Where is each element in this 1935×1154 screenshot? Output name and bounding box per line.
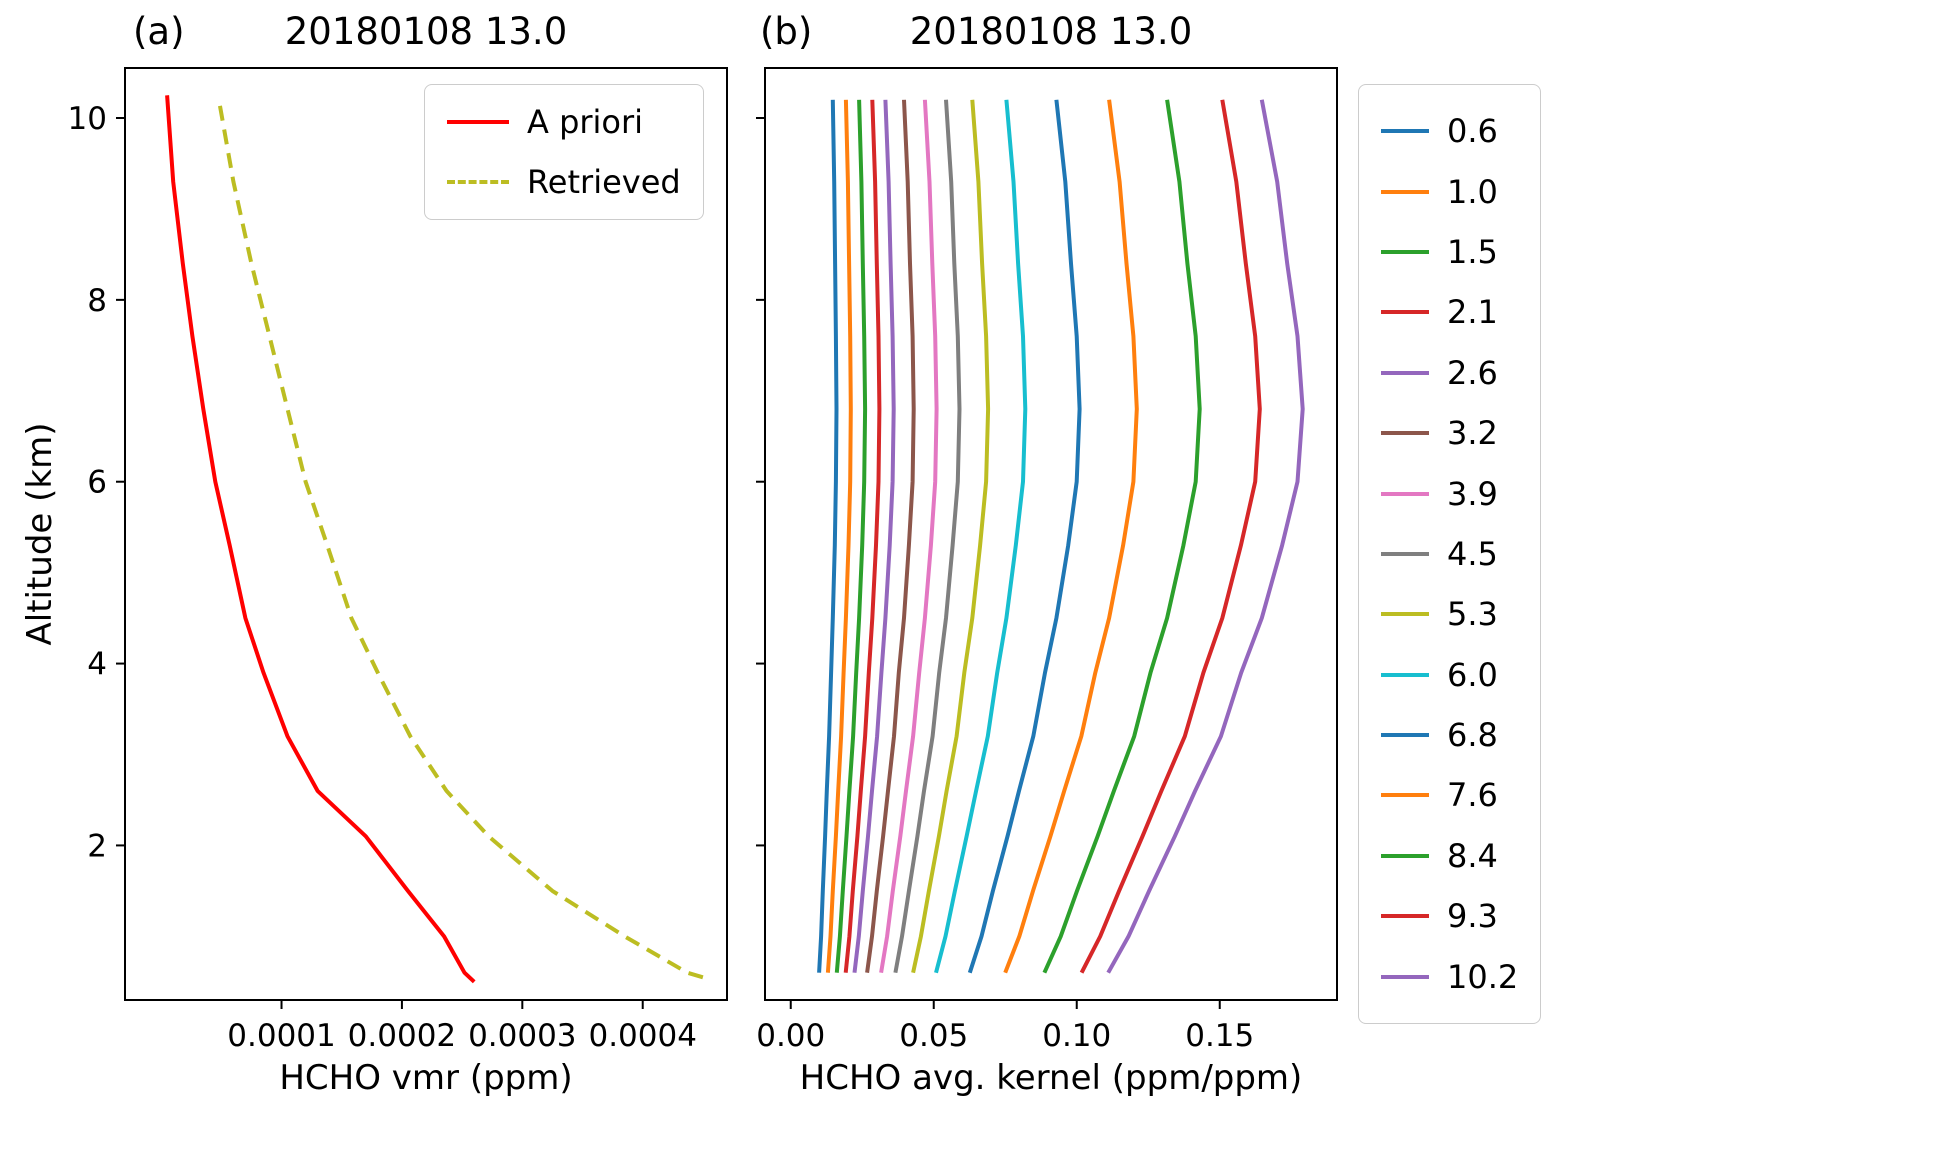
legend-line-sample-icon: [1381, 793, 1429, 798]
panel-b-title: 20180108 13.0: [909, 10, 1193, 53]
panel-b-series-line-10.2: [1106, 99, 1305, 974]
panel-b-series-line-1.5: [834, 99, 868, 973]
panel-b-series-line-6.8: [967, 99, 1082, 974]
panel-b-series-line-2.1: [843, 99, 882, 973]
legend-label: 8.4: [1447, 836, 1498, 875]
panel-a-series-line-retrieved: [216, 99, 704, 980]
legend-entry-0.6: 0.6: [1381, 112, 1518, 150]
legend-line-sample-icon: [1381, 370, 1429, 375]
panel-b-x-axis-label: HCHO avg. kernel (ppm/ppm): [799, 1058, 1303, 1098]
panel-b-series-line-8.4: [1042, 99, 1202, 974]
legend-entry-3.2: 3.2: [1381, 414, 1518, 452]
legend-label: 9.3: [1447, 897, 1498, 936]
legend-line-sample-icon: [1381, 129, 1429, 134]
legend-entry-a-priori: A priori: [447, 99, 681, 145]
panel-a-x-tick-label: 0.0004: [588, 1018, 696, 1054]
legend-entry-retrieved: Retrieved: [447, 159, 681, 205]
legend-line-sample-icon: [447, 180, 509, 184]
legend-label: Retrieved: [527, 163, 681, 201]
y-axis-label: Altitude (km): [20, 422, 60, 646]
legend-line-sample-icon: [1381, 672, 1429, 677]
legend-entry-8.4: 8.4: [1381, 837, 1518, 875]
legend-label: 0.6: [1447, 112, 1498, 151]
legend-label: 6.0: [1447, 655, 1498, 694]
panel-a-frame: [124, 67, 728, 1001]
legend-line-sample-icon: [1381, 189, 1429, 194]
panel-b-series-line-1.0: [825, 99, 853, 973]
panel-b-series-line-7.6: [1003, 99, 1139, 974]
panel-b-series-line-9.3: [1079, 99, 1262, 974]
panel-a-x-tick-label: 0.0001: [227, 1018, 335, 1054]
panel-a-y-tick-label: 4: [87, 647, 107, 683]
panel-a-x-tick-label: 0.0003: [468, 1018, 576, 1054]
legend-entry-4.5: 4.5: [1381, 535, 1518, 573]
legend-entry-9.3: 9.3: [1381, 897, 1518, 935]
legend-panel-b: 0.6 1.0 1.5 2.1 2.6 3.2 3.9 4.5 5.3 6.0 6.8 7.6 8.4 9…: [1358, 84, 1542, 1024]
legend-label: 1.0: [1447, 172, 1498, 211]
legend-line-sample-icon: [1381, 853, 1429, 858]
legend-entry-6.8: 6.8: [1381, 716, 1518, 754]
legend-entry-1.5: 1.5: [1381, 233, 1518, 271]
panel-b-x-tick-label: 0.05: [899, 1018, 968, 1054]
legend-line-sample-icon: [1381, 551, 1429, 556]
legend-entry-3.9: 3.9: [1381, 475, 1518, 513]
legend-line-sample-icon: [1381, 491, 1429, 496]
legend-label: 6.8: [1447, 716, 1498, 755]
legend-entry-5.3: 5.3: [1381, 595, 1518, 633]
panel-a-y-tick-label: 2: [87, 828, 107, 864]
legend-entry-6.0: 6.0: [1381, 656, 1518, 694]
legend-label: 2.1: [1447, 293, 1498, 332]
panel-a-title: 20180108 13.0: [284, 10, 568, 53]
panel-b-series-line-5.3: [911, 99, 991, 974]
legend-label: 10.2: [1447, 957, 1519, 996]
panel-b-series-line-0.6: [817, 99, 839, 973]
panel-b-series-line-6.0: [934, 99, 1028, 974]
legend-label: A priori: [527, 103, 644, 141]
panel-b-series-line-3.9: [879, 99, 939, 974]
legend-line-sample-icon: [1381, 733, 1429, 738]
legend-line-sample-icon: [1381, 310, 1429, 315]
legend-line-sample-icon: [1381, 612, 1429, 617]
legend-label: 3.2: [1447, 414, 1498, 453]
panel-a-y-tick-label: 8: [87, 283, 107, 319]
panel-b-x-tick-label: 0.10: [1042, 1018, 1111, 1054]
panel-a-label: (a): [133, 10, 185, 53]
panel-b-series-line-3.2: [865, 99, 916, 973]
legend-label: 7.6: [1447, 776, 1498, 815]
panel-b-x-tick-label: 0.00: [756, 1018, 825, 1054]
legend-line-sample-icon: [1381, 974, 1429, 979]
panel-b-series-line-2.6: [852, 99, 896, 973]
panel-a-series-line-a-priori: [165, 95, 476, 984]
legend-label: 3.9: [1447, 474, 1498, 513]
panel-b-x-tick-label: 0.15: [1185, 1018, 1254, 1054]
panel-a-x-axis-label: HCHO vmr (ppm): [279, 1058, 573, 1098]
legend-line-sample-icon: [447, 120, 509, 124]
legend-label: 5.3: [1447, 595, 1498, 634]
legend-label: 4.5: [1447, 534, 1498, 573]
legend-label: 2.6: [1447, 353, 1498, 392]
legend-entry-7.6: 7.6: [1381, 776, 1518, 814]
legend-panel-a: A priori Retrieved: [424, 84, 704, 220]
panel-b-label: (b): [760, 10, 813, 53]
panel-b-series-line-4.5: [893, 99, 962, 974]
panel-a-y-tick-label: 10: [68, 101, 107, 137]
legend-label: 1.5: [1447, 232, 1498, 271]
legend-line-sample-icon: [1381, 914, 1429, 919]
legend-line-sample-icon: [1381, 431, 1429, 436]
legend-line-sample-icon: [1381, 249, 1429, 254]
panel-b-frame: [764, 67, 1338, 1001]
legend-entry-2.6: 2.6: [1381, 354, 1518, 392]
panel-a-x-tick-label: 0.0002: [348, 1018, 456, 1054]
legend-entry-2.1: 2.1: [1381, 293, 1518, 331]
panel-a-y-tick-label: 6: [87, 465, 107, 501]
legend-entry-1.0: 1.0: [1381, 173, 1518, 211]
legend-entry-10.2: 10.2: [1381, 958, 1518, 996]
